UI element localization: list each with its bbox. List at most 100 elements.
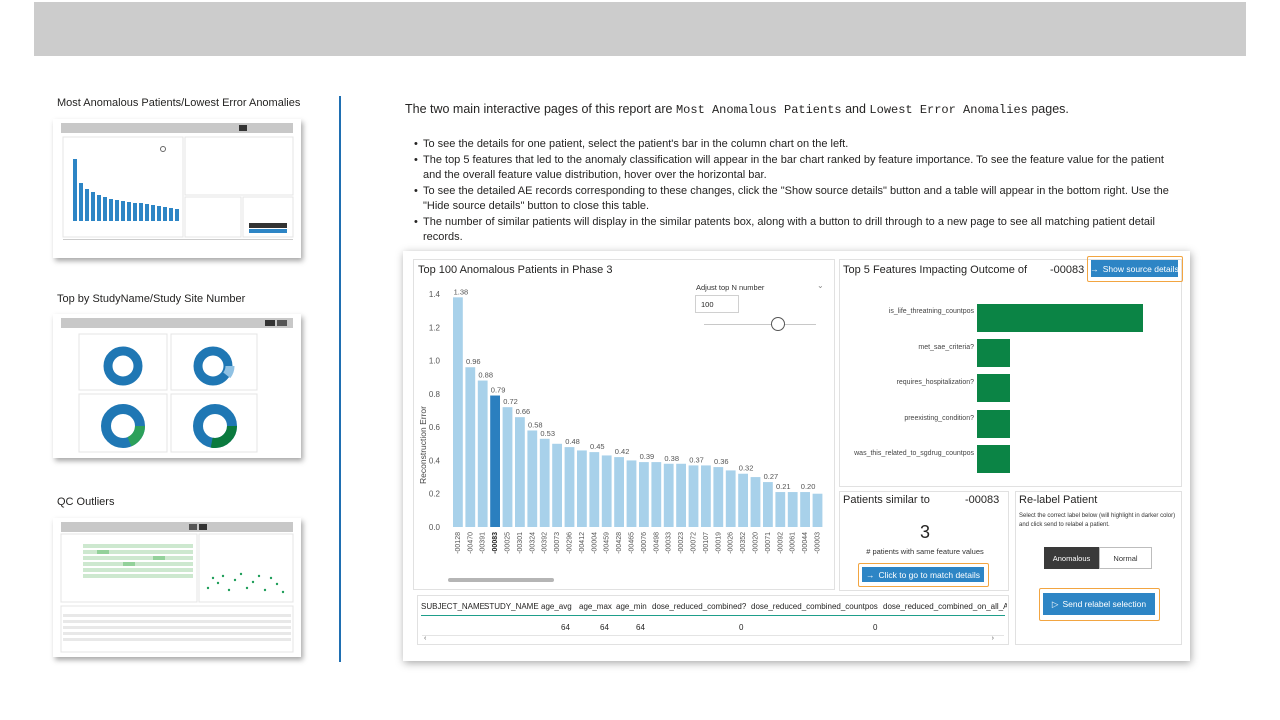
feature-bar[interactable] [977, 374, 1011, 402]
column-chart-title: Top 100 Anomalous Patients in Phase 3 [418, 264, 613, 276]
table-header: SUBJECT_NAME [421, 602, 486, 611]
x-tick-label: -00465 [629, 532, 636, 554]
bar--00465[interactable] [626, 460, 637, 527]
bar--00026[interactable] [725, 470, 736, 527]
slicer-handle[interactable] [771, 317, 785, 331]
instruction-item: To see the detailed AE records correspon… [414, 184, 1184, 215]
column-chart[interactable]: Reconstruction Error 0.0 0.2 0.4 0.6 0.8 1.0 1… [414, 260, 834, 589]
top-banner [34, 2, 1246, 56]
data-label: 0.21 [776, 482, 791, 491]
scroll-right-icon[interactable]: › [991, 635, 994, 642]
feature-bar[interactable] [977, 339, 1011, 367]
bar--00072[interactable] [688, 465, 699, 527]
bar--00128[interactable] [453, 297, 463, 527]
instruction-list: To see the details for one patient, sele… [414, 137, 1184, 246]
bar--00071[interactable] [763, 482, 773, 527]
bar--00392[interactable] [539, 438, 550, 527]
table-cell: 64 [636, 623, 645, 632]
thumb-study-drawing [78, 320, 287, 453]
intro-and: and [841, 102, 870, 116]
slicer-input[interactable]: 100 [695, 295, 739, 313]
x-tick-label: -00003 [815, 532, 822, 554]
bar--00470[interactable] [465, 367, 476, 527]
bar--00033[interactable] [663, 463, 674, 527]
bar--00073[interactable] [552, 443, 562, 527]
table-cell: 0 [873, 623, 878, 632]
send-relabel-highlight: ▷ Send relabel selection [1039, 588, 1160, 621]
match-details-button[interactable]: → Click to go to match details [862, 567, 984, 582]
data-label: 0.79 [491, 386, 506, 395]
bar--00061[interactable] [787, 492, 798, 527]
bar--00023[interactable] [676, 463, 686, 527]
normal-option[interactable]: Normal [1099, 547, 1152, 569]
x-tick-label: -00071 [765, 532, 772, 554]
feature-bar[interactable] [977, 410, 1011, 438]
bar--00301[interactable] [515, 417, 525, 527]
show-source-details-button[interactable]: → Show source details [1090, 260, 1179, 277]
feature-bar[interactable] [977, 445, 1011, 473]
thumbnail-anomalous-patients[interactable] [53, 119, 301, 258]
source-details-table: SUBJECT_NAME STUDY_NAME age_avg age_max … [417, 595, 1009, 645]
table-cell: 0 [739, 623, 744, 632]
bar--00076[interactable] [639, 462, 649, 527]
intro-page2: Lowest Error Anomalies [869, 103, 1028, 117]
bar--00296[interactable] [564, 447, 575, 527]
slicer-label: Adjust top N number [696, 283, 765, 292]
thumb-toolbar [61, 318, 293, 328]
bar--00324[interactable] [527, 430, 538, 527]
slicer-track[interactable] [704, 324, 816, 325]
y-tick-label: 0.6 [429, 423, 441, 432]
bar--00107[interactable] [701, 465, 711, 527]
relabel-title: Re-label Patient [1019, 494, 1098, 506]
anomalous-option[interactable]: Anomalous [1044, 547, 1099, 569]
x-tick-label: -00004 [591, 532, 598, 554]
bar--00092[interactable] [775, 492, 786, 527]
thumbnail-study-name[interactable] [53, 314, 301, 458]
bar--00083[interactable] [490, 395, 500, 527]
bar--00391[interactable] [477, 380, 488, 527]
data-label: 0.36 [714, 457, 729, 466]
thumbnail-qc-outliers[interactable] [53, 518, 301, 657]
feature-labels: is_life_threatning_countpos met_sae_crit… [840, 260, 974, 488]
y-tick-label: 0.4 [429, 456, 441, 465]
bar--00428[interactable] [614, 457, 624, 527]
section-title-qc: QC Outliers [57, 496, 115, 508]
feature-bar[interactable] [977, 304, 1143, 332]
bar--00003[interactable] [812, 493, 823, 527]
bar--00352[interactable] [738, 473, 748, 527]
bar--00044[interactable] [800, 492, 810, 527]
bar--00019[interactable] [713, 467, 724, 527]
chart-scrollbar[interactable] [448, 578, 554, 582]
bar--00025[interactable] [502, 407, 513, 527]
header-underline [421, 615, 1005, 616]
y-tick-label: 0.2 [429, 490, 441, 499]
feature-label: met_sae_criteria? [918, 344, 974, 351]
table-header: age_max [579, 602, 612, 611]
data-label: 0.96 [466, 357, 481, 366]
bar--00459[interactable] [601, 455, 612, 527]
x-tick-label: -00107 [703, 532, 710, 554]
send-relabel-button[interactable]: ▷ Send relabel selection [1043, 593, 1155, 615]
table-header: dose_reduced_combined? [652, 602, 747, 611]
bar--00004[interactable] [589, 452, 600, 527]
slicer-chevron-icon[interactable]: ⌄ [817, 281, 824, 290]
data-label: 0.38 [664, 454, 679, 463]
data-label: 0.48 [565, 437, 580, 446]
intro-page1: Most Anomalous Patients [675, 103, 842, 117]
scroll-left-icon[interactable]: ‹ [424, 635, 427, 642]
x-tick-label: -00072 [691, 532, 698, 554]
bar--00020[interactable] [750, 477, 761, 527]
bar--00412[interactable] [577, 450, 587, 527]
table-scrollbar[interactable]: ‹ › [422, 635, 1004, 642]
bar--00498[interactable] [651, 462, 662, 527]
table-header: age_min [616, 602, 647, 611]
thumb-qc-drawing [60, 524, 294, 653]
match-details-highlight: → Click to go to match details [858, 563, 989, 587]
feature-label: is_life_threatning_countpos [888, 308, 974, 315]
data-label: 0.27 [764, 472, 779, 481]
intro-text: The two main interactive pages of this r… [405, 102, 1069, 117]
relabel-panel: Re-label Patient Select the correct labe… [1015, 491, 1182, 645]
data-label: 0.39 [640, 452, 655, 461]
y-axis-title: Reconstruction Error [418, 406, 428, 484]
x-tick-label: -00076 [641, 532, 648, 554]
